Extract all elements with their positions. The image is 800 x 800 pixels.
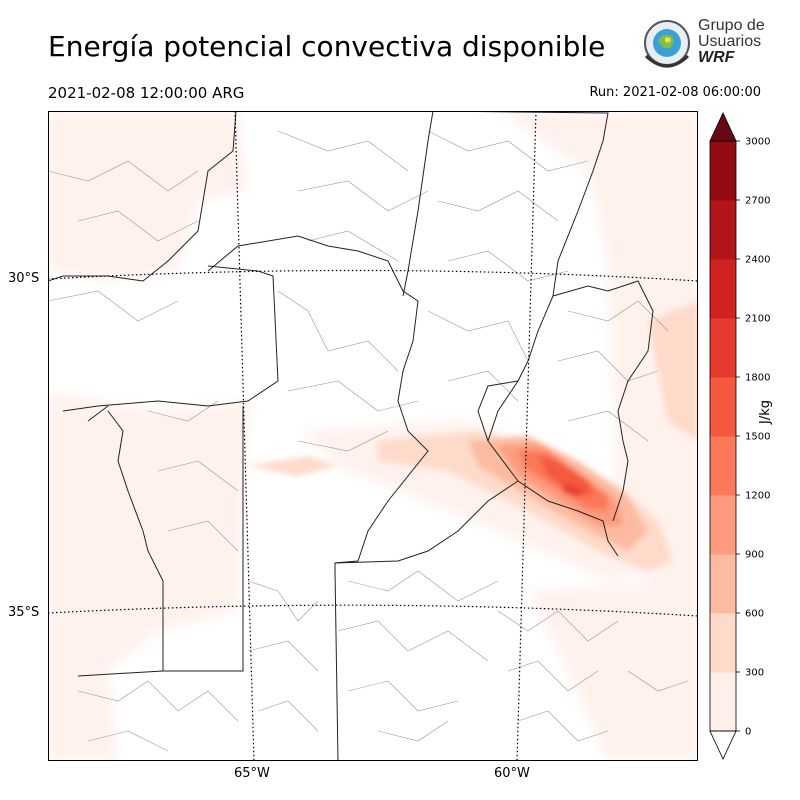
colorbar-bin bbox=[710, 141, 736, 201]
colorbar-bin bbox=[710, 672, 736, 732]
run-time: Run: 2021-02-08 06:00:00 bbox=[589, 85, 761, 100]
colorbar-tick-label: 0 bbox=[745, 727, 751, 738]
colorbar-bin bbox=[710, 259, 736, 319]
colorbar-bin bbox=[710, 554, 736, 614]
county-boundaries bbox=[48, 130, 689, 752]
cape-shading bbox=[48, 111, 698, 761]
wrf-logo: Grupo de Usuarios WRF bbox=[638, 16, 788, 74]
colorbar-tick-label: 2100 bbox=[745, 314, 770, 325]
lat-label-35s: 35°S bbox=[8, 605, 40, 620]
colorbar-bin bbox=[710, 200, 736, 260]
colorbar-bin bbox=[710, 436, 736, 496]
map-title: Energía potencial convectiva disponible bbox=[48, 30, 606, 63]
colorbar-bin bbox=[710, 377, 736, 437]
graticule bbox=[48, 111, 698, 761]
lon-label-60w: 60°W bbox=[494, 766, 530, 781]
lon-label-65w: 65°W bbox=[234, 766, 270, 781]
colorbar-tick-label: 600 bbox=[745, 609, 764, 620]
colorbar-extend-max bbox=[709, 112, 737, 142]
lat-label-30s: 30°S bbox=[8, 271, 40, 286]
logo-text: Grupo de Usuarios WRF bbox=[698, 17, 765, 66]
colorbar-bin bbox=[710, 318, 736, 378]
colorbar: 0 300 600 900 1200 1500 1800 2100 2400 2700 3000 bbox=[709, 112, 770, 760]
colorbar-tick-label: 1200 bbox=[745, 491, 770, 502]
colorbar-tick-label: 1800 bbox=[745, 373, 770, 384]
colorbar-bin bbox=[710, 495, 736, 555]
colorbar-tick-label: 3000 bbox=[745, 137, 770, 148]
map-panel bbox=[48, 111, 698, 761]
map-frame bbox=[48, 111, 698, 761]
colorbar-extend-min bbox=[709, 730, 737, 760]
colorbar-tick-label: 300 bbox=[745, 668, 764, 679]
globe-icon bbox=[644, 20, 690, 68]
colorbar-label: J/kg bbox=[758, 400, 773, 424]
valid-time: 2021-02-08 12:00:00 ARG bbox=[48, 84, 245, 102]
province-boundaries bbox=[48, 111, 654, 761]
colorbar-tick-label: 2700 bbox=[745, 196, 770, 207]
colorbar-bin bbox=[710, 613, 736, 673]
colorbar-tick-label: 2400 bbox=[745, 255, 770, 266]
colorbar-tick-label: 1500 bbox=[745, 432, 770, 443]
colorbar-tick-label: 900 bbox=[745, 550, 764, 561]
